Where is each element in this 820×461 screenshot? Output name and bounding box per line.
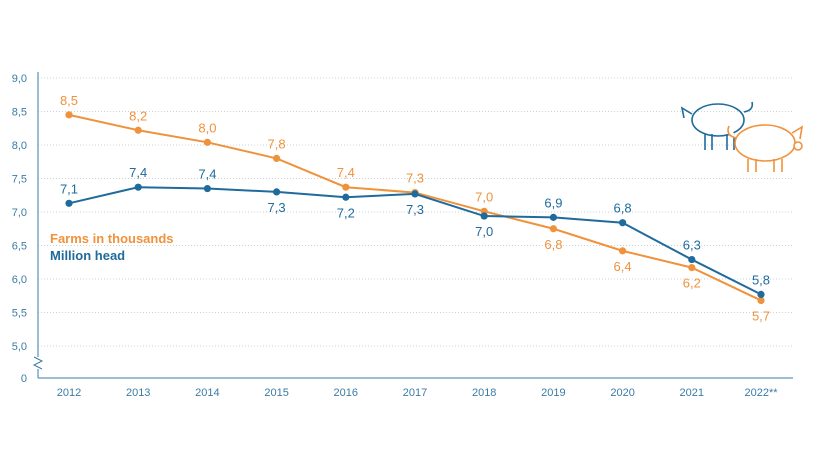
y-axis: 0 5,0 5,5 6,0 6,5 7,0 7,5 8,0 8,5 9,0 [12,72,44,385]
series-farms: 8,5 8,2 8,0 7,8 7,4 7,3 7,0 6,8 6,4 6,2 5,7 [60,93,770,324]
data-point [411,190,419,198]
data-point [273,188,281,196]
data-label: 6,3 [683,238,701,253]
y-tick-label: 5,5 [12,308,27,320]
data-label: 7,3 [406,202,424,217]
data-label: 7,0 [475,189,493,204]
data-point [342,183,350,191]
data-label: 6,9 [544,195,562,210]
y-tick-label: 5,0 [12,341,27,353]
data-label: 8,0 [198,120,216,135]
x-tick-label: 2022** [744,387,778,399]
data-label: 7,3 [268,200,286,215]
x-tick-label: 2016 [334,387,358,399]
y-tick-label: 7,5 [12,174,27,186]
data-point [480,212,488,220]
x-tick-label: 2014 [195,387,219,399]
data-label: 5,7 [752,308,770,323]
x-tick-label: 2013 [126,387,150,399]
y-tick-label: 8,0 [12,140,27,152]
y-tick-label: 6,5 [12,241,27,253]
data-label: 5,8 [752,272,770,287]
series-million-head: 7,1 7,4 7,4 7,3 7,2 7,3 7,0 6,9 6,8 6,3 5,8 [60,165,770,299]
x-tick-label: 2012 [57,387,81,399]
data-point [65,111,73,119]
data-label: 6,8 [544,237,562,252]
data-label: 7,4 [198,167,216,182]
data-point [273,154,281,162]
data-point [203,184,211,193]
data-point [65,199,73,207]
series-layer: 8,58,28,07,87,4 7,37,06,86,46,25,77,17,4 7… [60,93,770,324]
x-axis: 2012 2013 2014 2015 2016 2017 2018 2019 2020 2021… [38,377,793,399]
data-point [134,183,142,191]
x-tick-label: 2020 [610,387,634,399]
data-point [549,225,558,233]
pig-icon-blue [680,101,754,150]
data-label: 6,4 [614,259,632,274]
data-label: 7,2 [337,205,355,220]
data-point [619,219,627,227]
y-tick-label: 8,5 [12,107,27,119]
y-tick-label: 9,0 [12,73,27,85]
data-point [757,296,765,305]
data-label: 7,0 [475,224,493,239]
data-point [203,138,211,146]
data-point [549,213,558,221]
data-point [619,247,627,255]
data-label: 6,8 [614,201,632,216]
data-label: 7,3 [406,171,424,186]
x-tick-label: 2018 [472,387,496,399]
data-label: 7,1 [60,181,78,196]
y-tick-label: 0 [21,373,27,385]
x-tick-label: 2021 [680,387,704,399]
y-tick-label: 6,0 [12,274,27,286]
data-label: 7,8 [268,136,286,151]
data-label: 8,5 [60,93,78,108]
legend-farms: Farms in thousands [50,231,174,246]
data-label: 8,2 [129,108,147,123]
data-label: 7,4 [129,165,147,180]
data-label: 7,4 [337,165,355,180]
legend-million-head: Million head [50,248,125,263]
y-tick-label: 7,0 [12,207,27,219]
data-point [688,255,696,264]
x-tick-label: 2019 [541,387,565,399]
pig-icon-orange [727,124,804,172]
data-point [342,193,350,201]
data-point [688,264,696,272]
data-point [134,126,142,134]
x-tick-label: 2015 [264,387,288,399]
data-point [757,290,765,299]
x-tick-label: 2017 [403,387,427,399]
axis-break [32,356,44,370]
data-label: 6,2 [683,276,701,291]
